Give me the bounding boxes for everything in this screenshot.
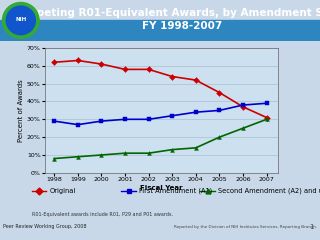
X-axis label: Fiscal Year: Fiscal Year bbox=[140, 185, 183, 191]
Text: Reported by the Division of NIH Institutes Services, Reporting Branch.: Reported by the Division of NIH Institut… bbox=[174, 225, 317, 229]
Text: Original: Original bbox=[49, 188, 76, 194]
Text: Competing R01-Equivalent Awards, by Amendment Status
FY 1998-2007: Competing R01-Equivalent Awards, by Amen… bbox=[11, 8, 320, 31]
Y-axis label: Percent of Awards: Percent of Awards bbox=[18, 79, 24, 142]
Text: R01-Equivalent awards include R01, P29 and P01 awards.: R01-Equivalent awards include R01, P29 a… bbox=[32, 212, 173, 217]
Circle shape bbox=[6, 6, 35, 35]
Text: NIH: NIH bbox=[15, 17, 27, 22]
Circle shape bbox=[3, 2, 39, 38]
Text: Second Amendment (A2) and up: Second Amendment (A2) and up bbox=[218, 187, 320, 194]
Bar bbox=[0, 20, 320, 41]
Text: First Amendment (A1): First Amendment (A1) bbox=[139, 187, 212, 194]
Text: Peer Review Working Group, 2008: Peer Review Working Group, 2008 bbox=[3, 224, 87, 229]
Text: 1: 1 bbox=[309, 224, 314, 230]
